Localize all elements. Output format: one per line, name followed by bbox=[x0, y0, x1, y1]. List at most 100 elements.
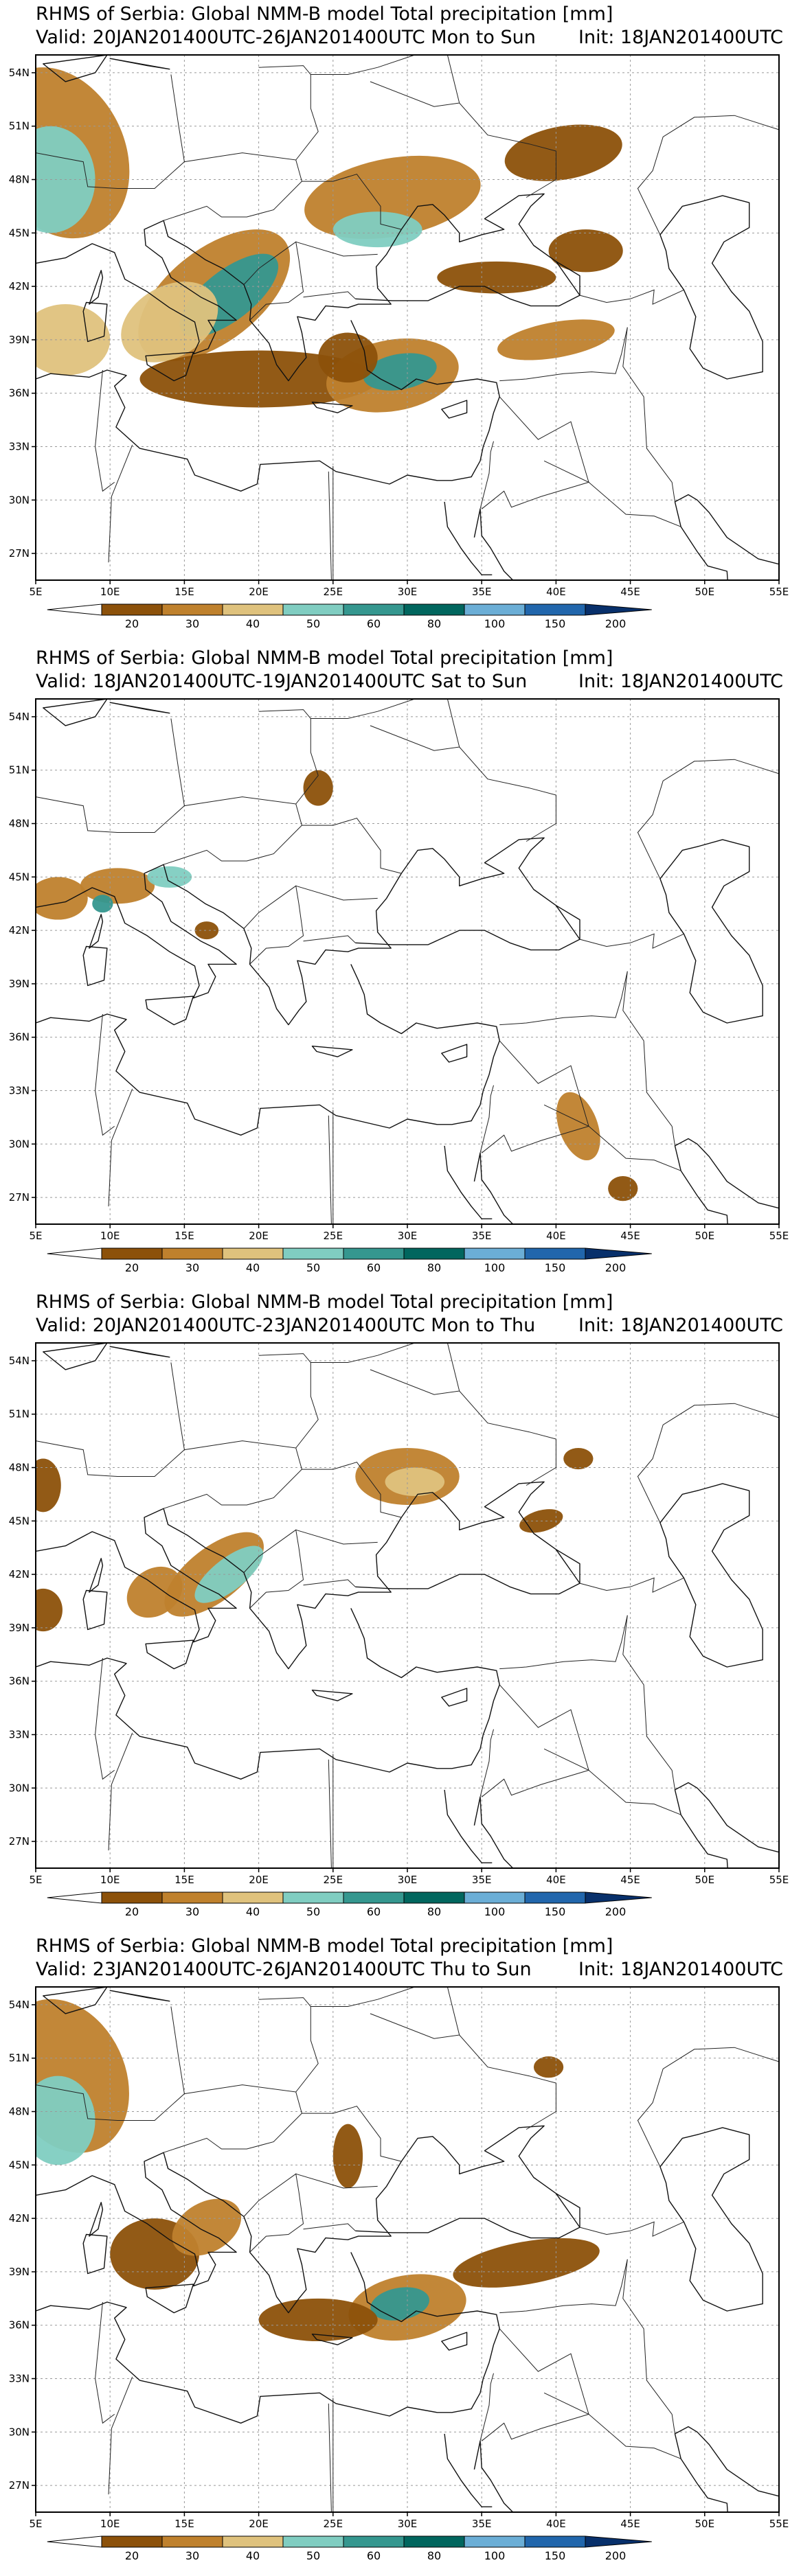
island-coastline bbox=[43, 1343, 108, 1370]
country-border bbox=[243, 1529, 304, 1609]
lon-tick-label: 25E bbox=[324, 2518, 343, 2530]
country-border bbox=[447, 55, 460, 104]
lon-tick-label: 30E bbox=[398, 2518, 418, 2530]
lon-tick-label: 25E bbox=[324, 586, 343, 598]
colorbar-label: 150 bbox=[545, 1261, 566, 1274]
coastline bbox=[674, 1782, 779, 1868]
lat-tick-label: 54N bbox=[9, 67, 30, 79]
colorbar-label: 30 bbox=[185, 2549, 199, 2562]
precip-area bbox=[36, 1458, 61, 1513]
coastline bbox=[36, 837, 580, 1026]
colorbar-swatch bbox=[161, 2535, 223, 2548]
country-border bbox=[302, 2106, 402, 2162]
lon-tick-label: 45E bbox=[620, 2518, 640, 2530]
country-border bbox=[622, 971, 675, 1146]
colorbar-label: 20 bbox=[125, 1905, 139, 1918]
country-border bbox=[311, 699, 415, 719]
lat-tick-label: 30N bbox=[9, 1782, 30, 1794]
lat-tick-label: 45N bbox=[9, 871, 30, 883]
lon-tick-label: 20E bbox=[249, 586, 269, 598]
lat-tick-label: 33N bbox=[9, 1085, 30, 1097]
island-coastline bbox=[89, 2202, 104, 2237]
country-border bbox=[579, 1577, 684, 1593]
precip-area bbox=[385, 1467, 445, 1497]
colorbar-label: 40 bbox=[246, 1905, 260, 1918]
precip-area bbox=[332, 211, 422, 248]
lon-tick-label: 45E bbox=[620, 1230, 640, 1242]
country-border bbox=[36, 709, 319, 833]
map-area bbox=[36, 699, 779, 1224]
lat-tick-label: 39N bbox=[9, 334, 30, 346]
country-border bbox=[303, 935, 356, 943]
lat-tick-label: 42N bbox=[9, 280, 30, 292]
precip-panel-3: RHMS of Serbia: Global NMM-B model Total… bbox=[0, 1288, 790, 1932]
lon-tick-label: 35E bbox=[472, 1874, 492, 1886]
colorbar-label: 200 bbox=[605, 1261, 627, 1274]
island-coastline bbox=[145, 352, 194, 382]
precip-area bbox=[36, 2075, 95, 2165]
lat-tick-label: 48N bbox=[9, 174, 30, 186]
init-time: Init: 18JAN201400UTC bbox=[578, 1959, 783, 1980]
lon-tick-label: 5E bbox=[29, 1874, 42, 1886]
lat-tick-label: 54N bbox=[9, 711, 30, 723]
island-coastline bbox=[82, 1589, 108, 1631]
colorbar-label: 20 bbox=[125, 617, 139, 630]
lon-tick-label: 55E bbox=[769, 1230, 789, 1242]
island-coastline bbox=[43, 699, 108, 726]
country-border bbox=[95, 2301, 115, 2424]
country-border bbox=[479, 441, 494, 509]
country-border bbox=[479, 2373, 494, 2441]
lat-tick-label: 33N bbox=[9, 1729, 30, 1741]
lat-tick-label: 54N bbox=[9, 1999, 30, 2011]
lat-tick-label: 51N bbox=[9, 764, 30, 777]
lat-tick-label: 27N bbox=[9, 2479, 30, 2492]
lat-tick-label: 33N bbox=[9, 2373, 30, 2385]
country-border bbox=[108, 1732, 133, 1851]
lon-tick-label: 5E bbox=[29, 1230, 42, 1242]
colorbar-swatch bbox=[161, 1891, 223, 1904]
lon-tick-label: 10E bbox=[100, 586, 120, 598]
country-border bbox=[95, 1013, 115, 1136]
country-border bbox=[637, 115, 779, 235]
colorbar-high-arrow bbox=[585, 2535, 652, 2548]
island-coastline bbox=[311, 1046, 353, 1057]
country-border bbox=[328, 466, 334, 580]
valid-period: Valid: 18JAN201400UTC-19JAN201400UTC Sat… bbox=[36, 671, 528, 692]
country-border bbox=[637, 759, 779, 879]
precip-area bbox=[303, 770, 333, 806]
lat-tick-label: 42N bbox=[9, 2212, 30, 2224]
colorbar-swatch bbox=[282, 603, 344, 616]
country-border bbox=[295, 241, 378, 257]
colorbar-swatch bbox=[464, 603, 526, 616]
lon-tick-label: 5E bbox=[29, 2518, 42, 2530]
lon-tick-label: 50E bbox=[695, 2518, 715, 2530]
lon-tick-label: 40E bbox=[546, 2518, 566, 2530]
coastline bbox=[674, 1138, 779, 1224]
precip-area bbox=[556, 1092, 600, 1161]
colorbar-swatch bbox=[343, 603, 405, 616]
island-coastline bbox=[82, 301, 108, 343]
colorbar-label: 100 bbox=[484, 617, 506, 630]
island-coastline bbox=[441, 2332, 468, 2351]
island-coastline bbox=[109, 1990, 170, 2002]
coastline bbox=[674, 2426, 779, 2512]
lon-tick-label: 40E bbox=[546, 1230, 566, 1242]
country-border bbox=[479, 1085, 494, 1153]
country-border bbox=[311, 1987, 415, 2007]
lon-tick-label: 30E bbox=[398, 1874, 418, 1886]
lat-tick-label: 27N bbox=[9, 1835, 30, 1848]
colorbar-swatch bbox=[101, 2535, 163, 2548]
coastline bbox=[355, 261, 580, 307]
country-border bbox=[370, 2013, 556, 2130]
lon-tick-label: 10E bbox=[100, 1874, 120, 1886]
lat-tick-label: 36N bbox=[9, 387, 30, 400]
island-coastline bbox=[441, 1044, 468, 1063]
lon-tick-label: 50E bbox=[695, 1874, 715, 1886]
colorbar-swatch bbox=[403, 1891, 465, 1904]
island-coastline bbox=[82, 945, 108, 987]
lat-tick-label: 30N bbox=[9, 1138, 30, 1150]
colorbar-swatch bbox=[343, 1891, 405, 1904]
country-border bbox=[499, 2328, 681, 2459]
country-border bbox=[311, 55, 415, 75]
country-border bbox=[622, 2259, 675, 2434]
